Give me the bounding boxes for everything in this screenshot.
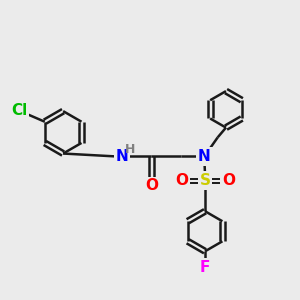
Text: N: N <box>116 149 128 164</box>
Text: N: N <box>198 149 211 164</box>
Text: O: O <box>222 173 235 188</box>
Text: F: F <box>200 260 210 275</box>
Text: S: S <box>200 173 211 188</box>
Text: Cl: Cl <box>11 103 28 118</box>
Text: H: H <box>125 143 136 157</box>
Text: O: O <box>145 178 158 194</box>
Text: O: O <box>175 173 188 188</box>
